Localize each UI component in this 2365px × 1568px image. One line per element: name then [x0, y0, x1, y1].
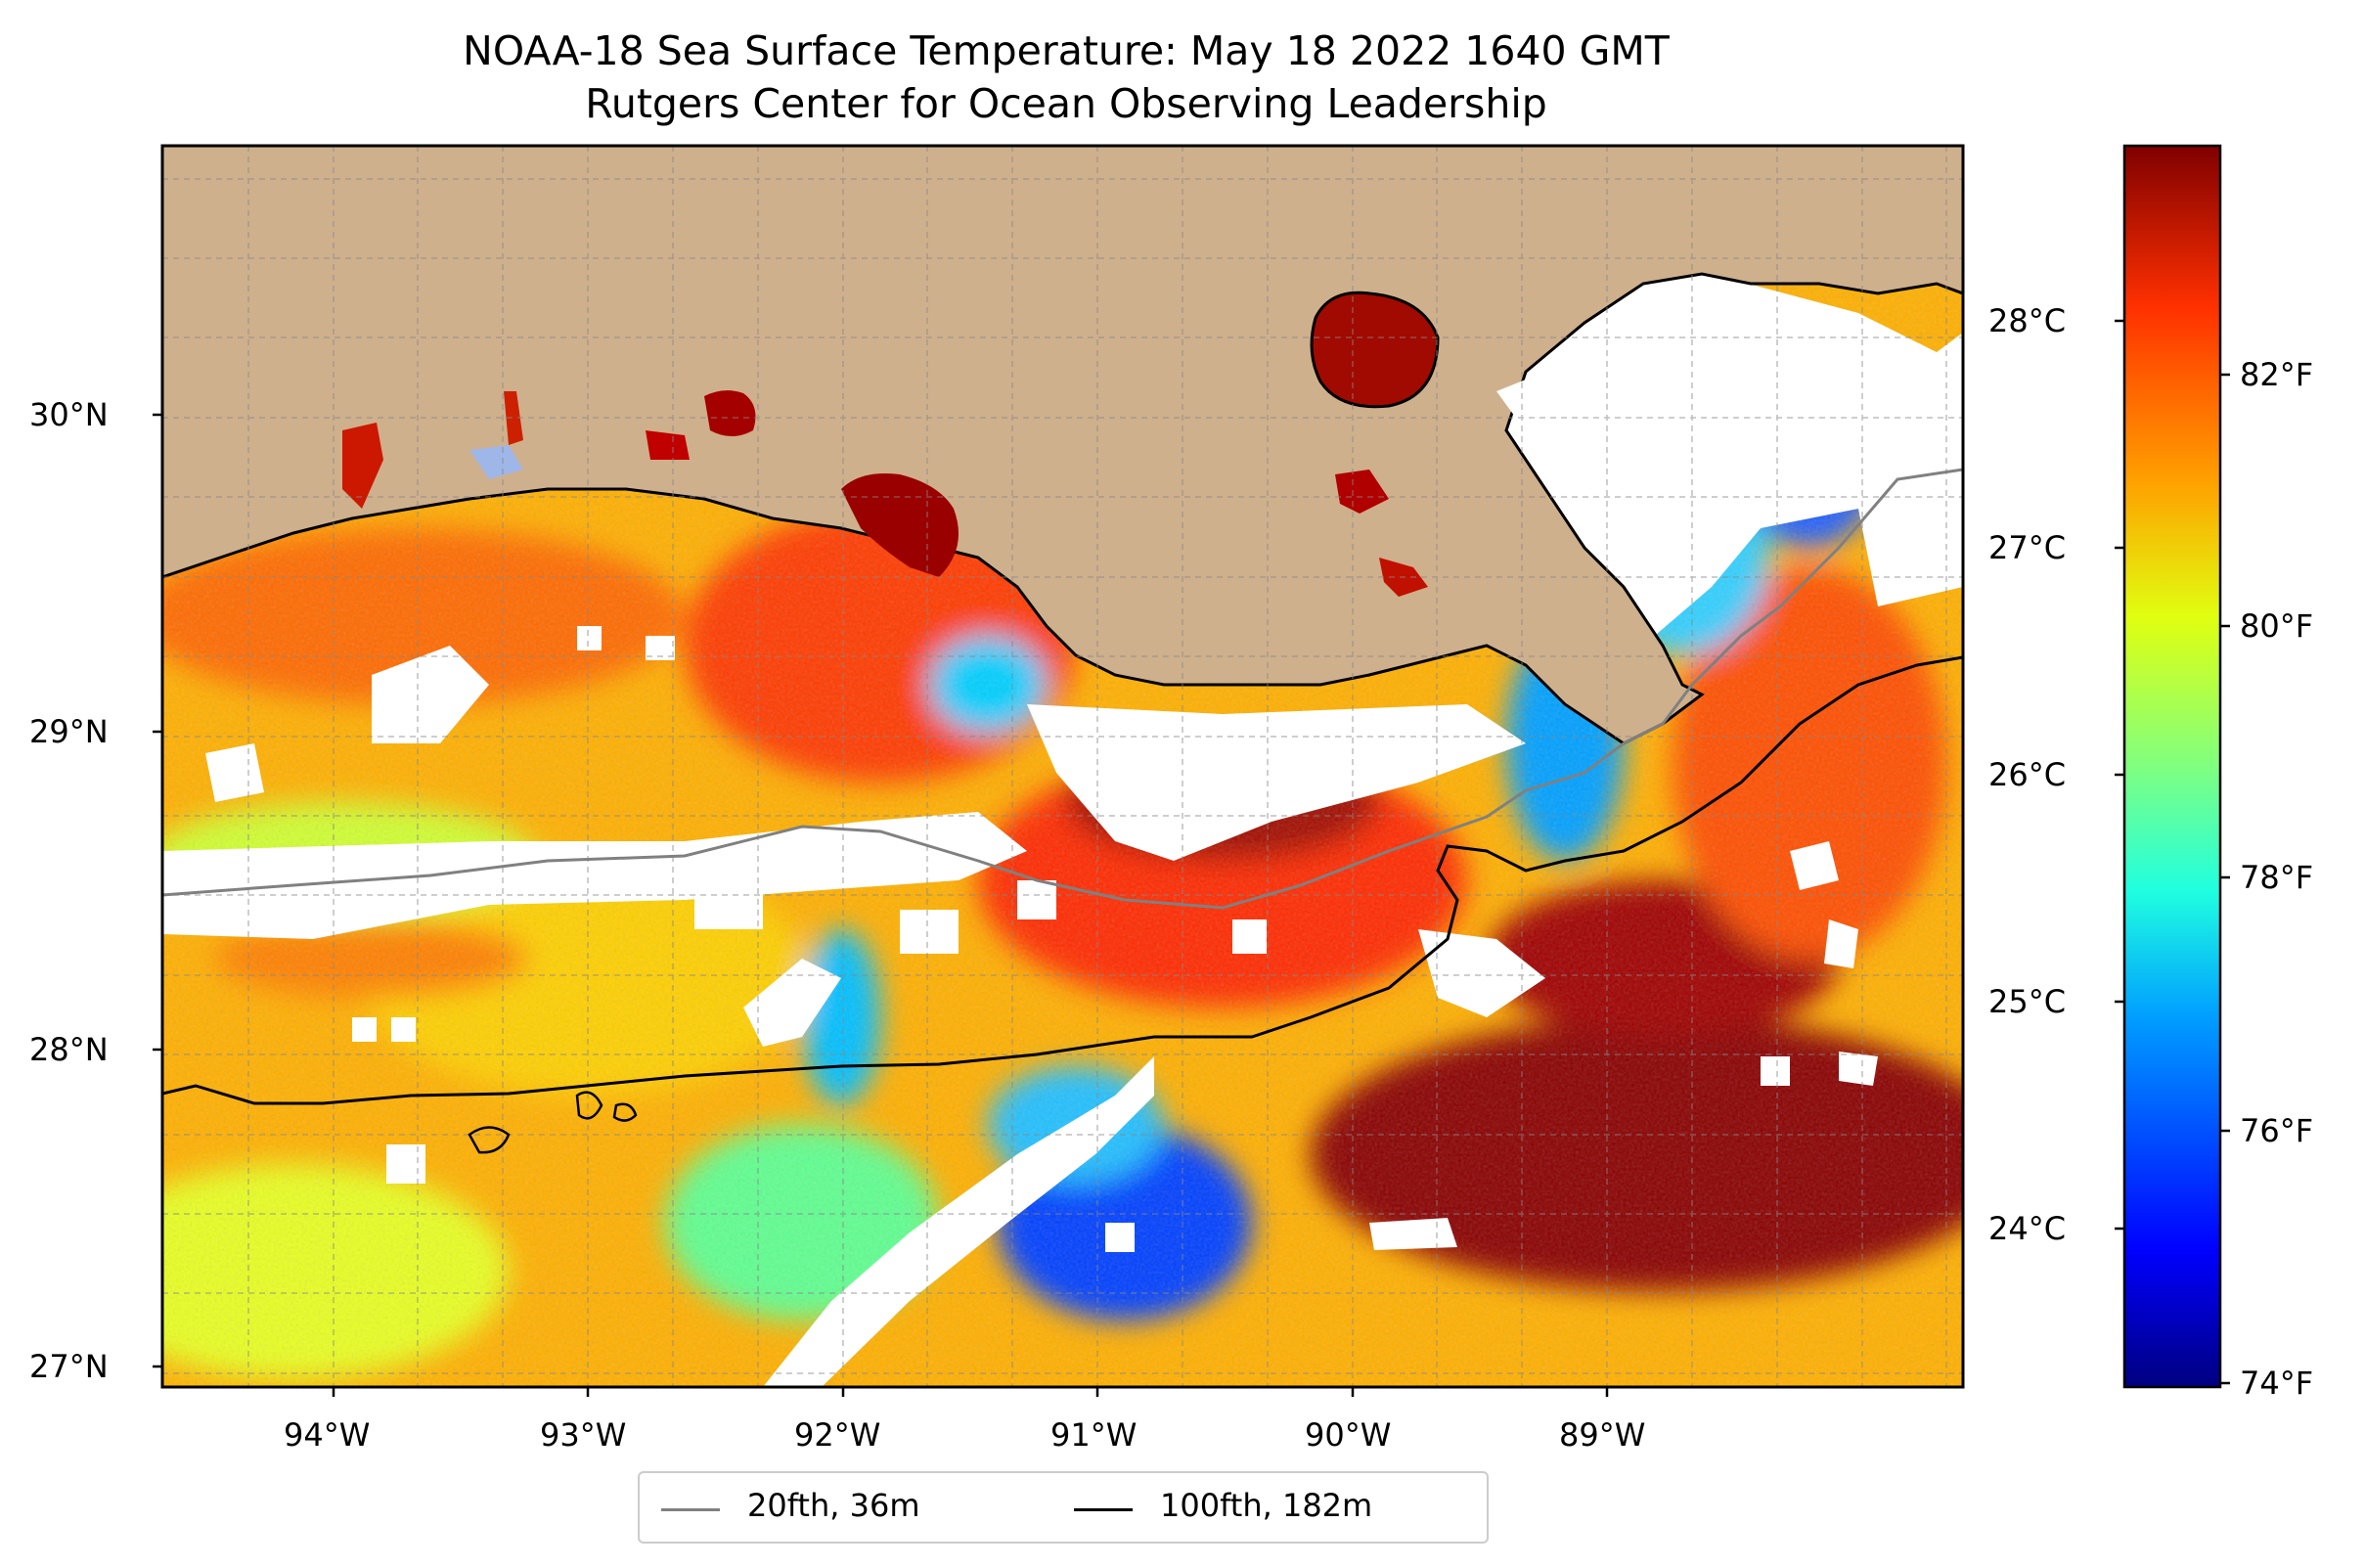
- lake-blue-small: [504, 391, 523, 445]
- legend: 20fth, 36m 100fth, 182m: [638, 1471, 1489, 1544]
- land-louisiana: [162, 146, 1963, 745]
- lon-tick-label: 91°W: [1050, 1416, 1138, 1454]
- lake-sabine: [469, 445, 523, 479]
- map-frame: [160, 144, 1965, 1389]
- isobath-20fth: [162, 468, 1963, 910]
- lat-tick-label: 28°N: [29, 1031, 109, 1068]
- axis-ticks: [153, 413, 1609, 1397]
- flower-garden-banks: [468, 1091, 638, 1154]
- lon-tick-label: 94°W: [284, 1416, 371, 1454]
- lake-sst-south: [841, 473, 959, 577]
- map-title: NOAA-18 Sea Surface Temperature: May 18 …: [463, 27, 1670, 74]
- colorbar-celsius-label: 27°C: [1988, 529, 2067, 566]
- lake-sst-east: [1335, 470, 1389, 514]
- isobath-100fth: [162, 655, 1963, 1105]
- lake-calcasieu: [342, 423, 383, 509]
- legend-label-20fth: 20fth, 36m: [747, 1487, 920, 1524]
- map-subtitle: Rutgers Center for Ocean Observing Leade…: [585, 80, 1547, 127]
- colorbar: [2122, 144, 2222, 1389]
- legend-label-100fth: 100fth, 182m: [1160, 1487, 1373, 1524]
- lon-tick-label: 90°W: [1305, 1416, 1392, 1454]
- lat-tick-label: 29°N: [29, 713, 109, 750]
- legend-swatch-100fth: [1074, 1508, 1133, 1511]
- lat-tick-label: 27°N: [29, 1348, 109, 1385]
- lon-tick-label: 92°W: [794, 1416, 881, 1454]
- colorbar-fahrenheit-label: 76°F: [2240, 1112, 2314, 1149]
- colorbar-fahrenheit-label: 82°F: [2240, 356, 2314, 393]
- colorbar-celsius-label: 24°C: [1988, 1210, 2067, 1247]
- colorbar-celsius-label: 28°C: [1988, 302, 2067, 339]
- lon-tick-label: 93°W: [540, 1416, 627, 1454]
- lon-tick-label: 89°W: [1559, 1416, 1646, 1454]
- colorbar-celsius-label: 26°C: [1988, 756, 2067, 793]
- lake-sst-central: [704, 390, 756, 436]
- lake-pontchartrain: [1310, 291, 1440, 409]
- lake-sst-small: [646, 430, 690, 460]
- colorbar-ticks: [2115, 319, 2230, 1385]
- colorbar-fahrenheit-label: 80°F: [2240, 607, 2314, 645]
- colorbar-fahrenheit-label: 74°F: [2240, 1365, 2314, 1402]
- colorbar-celsius-label: 25°C: [1988, 983, 2067, 1020]
- legend-swatch-20fth: [661, 1508, 720, 1511]
- delta-cloud: [1496, 372, 1584, 445]
- gridlines: [162, 146, 1963, 1387]
- colorbar-fahrenheit-label: 78°F: [2240, 859, 2314, 896]
- lat-tick-label: 30°N: [29, 396, 109, 433]
- map-plot-area: [162, 146, 1963, 1387]
